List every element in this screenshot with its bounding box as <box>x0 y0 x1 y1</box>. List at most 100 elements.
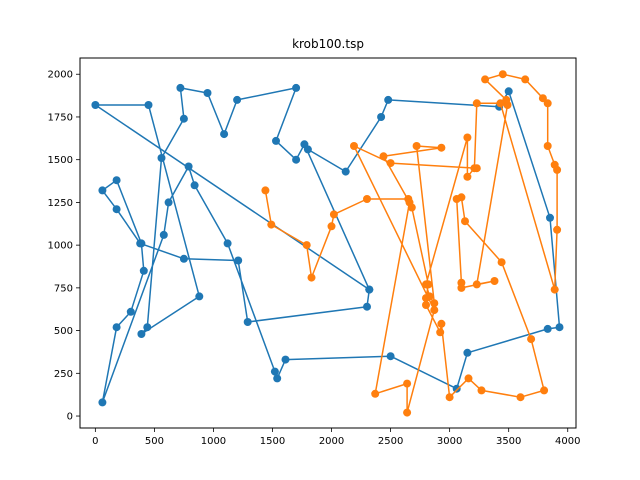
series-1-point-3 <box>307 273 316 282</box>
series-0-point-35 <box>270 367 279 376</box>
series-1-point-16 <box>477 386 486 395</box>
series-1-point-50 <box>379 152 388 161</box>
series-1-point-5 <box>329 210 338 219</box>
y-tick-label: 500 <box>54 326 73 337</box>
y-tick-label: 750 <box>54 283 73 294</box>
series-0-point-42 <box>555 323 564 332</box>
series-1-point-40 <box>496 99 505 108</box>
series-0-point-20 <box>179 254 188 263</box>
series-1-point-43 <box>463 172 472 181</box>
series-1-point-1 <box>267 220 276 229</box>
series-1-point-2 <box>302 241 311 250</box>
series-1-point-51 <box>405 198 414 207</box>
series-1-point-47 <box>430 299 439 308</box>
series-0-point-32 <box>184 162 193 171</box>
series-1-point-6 <box>363 195 371 203</box>
series-1-point-25 <box>457 283 466 292</box>
series-1-point-17 <box>516 393 525 402</box>
series-1-point-32 <box>521 75 530 84</box>
series-1 <box>261 70 562 417</box>
y-tick-label: 250 <box>54 369 73 380</box>
series-1-point-11 <box>422 301 430 309</box>
series-1-point-29 <box>502 95 511 104</box>
series-0-point-34 <box>223 239 232 248</box>
series-1-point-19 <box>527 335 536 344</box>
y-tick-label: 1750 <box>48 112 73 123</box>
series-1-point-55 <box>430 306 439 315</box>
y-axis: 0 250 500 750 1000 1250 1500 1750 2000 <box>48 70 80 423</box>
series-0-point-8 <box>176 83 185 92</box>
series-1-point-0 <box>261 186 270 195</box>
series-1-point-57 <box>386 159 395 168</box>
series-1-point-53 <box>403 379 412 388</box>
x-tick-label: 500 <box>145 436 164 447</box>
series-0 <box>91 83 564 407</box>
series-1-point-48 <box>412 142 421 150</box>
series-0-point-33 <box>190 181 199 190</box>
series-1-point-52 <box>371 389 380 398</box>
series-0-point-4 <box>292 83 301 92</box>
x-tick-label: 2000 <box>319 436 344 447</box>
y-tick-label: 1000 <box>48 241 73 252</box>
x-tick-label: 1000 <box>201 436 226 447</box>
x-tick-label: 2500 <box>378 436 403 447</box>
series-1-point-37 <box>553 165 562 174</box>
series-0-point-22 <box>112 205 121 214</box>
series-1-point-26 <box>490 277 499 285</box>
x-tick-label: 1500 <box>260 436 285 447</box>
x-axis: 0 500 1000 1500 2000 2500 3000 3500 4000 <box>92 428 580 447</box>
series-0-point-29 <box>98 398 107 407</box>
series-0-point-48 <box>341 167 350 176</box>
series-0-point-3 <box>272 136 280 145</box>
series-1-point-23 <box>452 195 461 203</box>
series-0-point-28 <box>112 323 121 332</box>
series-0-point-26 <box>139 266 148 275</box>
series-0-point-2 <box>292 155 301 164</box>
series-0-point-40 <box>463 348 472 357</box>
series-1-point-34 <box>543 99 552 108</box>
series-1-point-31 <box>498 70 507 79</box>
series-1-point-14 <box>445 393 454 402</box>
series-1-point-41 <box>472 99 481 108</box>
plot-area <box>91 70 564 417</box>
series-1-point-44 <box>463 133 472 142</box>
series-0-point-13 <box>195 292 204 301</box>
x-tick-label: 0 <box>92 436 98 447</box>
series-1-point-27 <box>472 280 481 289</box>
series-1-point-21 <box>461 217 469 226</box>
series-0-point-18 <box>243 318 252 326</box>
x-tick-label: 3500 <box>496 436 521 447</box>
series-0-point-46 <box>384 95 393 104</box>
series-0-point-31 <box>164 198 173 207</box>
series-0-point-23 <box>98 186 107 195</box>
series-1-point-20 <box>497 258 506 267</box>
series-1-point-54 <box>403 408 412 417</box>
series-0-point-43 <box>546 213 554 222</box>
series-0-point-7 <box>203 89 212 97</box>
series-0-point-15 <box>91 101 100 109</box>
series-0-point-12 <box>137 330 146 338</box>
series-0-point-24 <box>112 176 121 185</box>
series-0-point-16 <box>365 285 374 294</box>
y-tick-label: 1500 <box>48 155 73 166</box>
y-tick-label: 2000 <box>48 70 73 81</box>
series-1-point-39 <box>550 285 559 294</box>
series-1-point-35 <box>543 142 552 150</box>
series-0-point-36 <box>273 374 282 383</box>
x-tick-label: 3000 <box>437 436 462 447</box>
series-0-point-14 <box>144 101 153 109</box>
series-1-point-15 <box>464 374 473 383</box>
series-1-point-49 <box>437 143 446 152</box>
series-0-point-5 <box>233 95 242 104</box>
series-0-point-49 <box>303 145 312 154</box>
series-0-point-37 <box>281 355 290 364</box>
series-1-point-18 <box>540 386 549 395</box>
series-0-point-9 <box>179 114 188 123</box>
series-1-point-46 <box>425 292 434 301</box>
series-1-point-12 <box>436 328 445 337</box>
y-tick-label: 0 <box>67 412 73 423</box>
series-0-point-41 <box>543 324 552 333</box>
series-1-point-30 <box>481 75 490 84</box>
series-1-point-45 <box>422 280 430 289</box>
x-tick-label: 4000 <box>555 436 580 447</box>
